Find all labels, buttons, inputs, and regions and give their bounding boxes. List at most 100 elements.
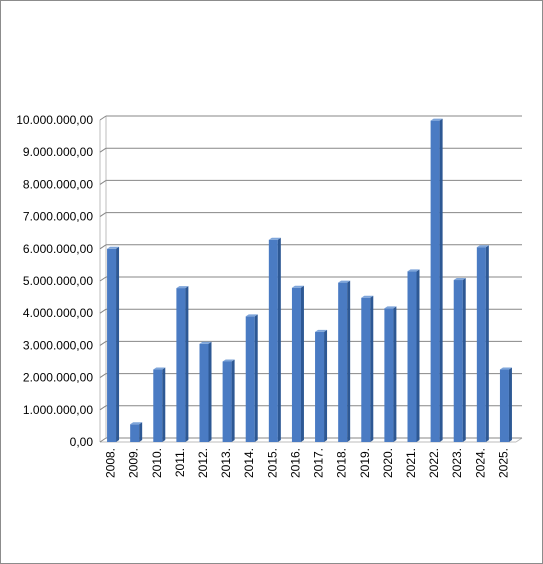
bar-front (430, 120, 440, 443)
bar-top (315, 329, 328, 332)
y-tick-label: 2.000.000,00 (23, 371, 93, 385)
bar-side (324, 329, 328, 442)
bar-front (361, 297, 371, 442)
bar-front (176, 288, 186, 442)
y-tick-label: 1.000.000,00 (23, 403, 93, 417)
x-tick-label: 2014. (242, 448, 256, 478)
bar-front (407, 271, 417, 442)
bar (361, 295, 374, 442)
bar (130, 422, 143, 442)
y-tick-label: 6.000.000,00 (23, 242, 93, 256)
y-tick-label: 10.000.000,00 (16, 113, 93, 127)
gridline-depth (99, 308, 107, 314)
x-tick-label: 2024. (473, 448, 487, 478)
bar-front (476, 247, 486, 442)
bar-top (153, 367, 166, 370)
bar (315, 329, 328, 442)
gridline-depth (99, 276, 107, 282)
x-tick-label: 2016. (288, 448, 302, 478)
x-tick-label: 2008. (104, 448, 118, 478)
bar-side (208, 341, 212, 442)
bar-top (245, 314, 258, 317)
bar-top (222, 359, 235, 362)
bar-top (499, 367, 512, 370)
floor-right-edge (515, 437, 523, 443)
gridline-depth (99, 244, 107, 250)
bar-side (254, 314, 258, 442)
x-tick-label: 2012. (196, 448, 210, 478)
bar (384, 306, 397, 442)
y-axis-tick-labels: 0,00 1.000.000,00 2.000.000,00 3.000.000,00… (16, 113, 93, 449)
bar-top (453, 278, 466, 281)
bar-top (176, 286, 189, 289)
gridlines (99, 115, 522, 443)
bar-front (453, 280, 463, 442)
gridline-depth (99, 405, 107, 411)
gridline-depth (99, 179, 107, 185)
bar-side (370, 295, 374, 442)
bar-side (393, 306, 397, 442)
y-tick-label: 8.000.000,00 (23, 177, 93, 191)
bar-front (499, 369, 509, 442)
bar-top (291, 285, 304, 288)
bar-front (130, 424, 140, 442)
bar-top (384, 306, 397, 309)
x-tick-label: 2019. (358, 448, 372, 478)
gridline-depth (99, 437, 107, 443)
bar (199, 341, 212, 442)
x-tick-label: 2017. (312, 448, 326, 478)
bar (245, 314, 258, 442)
bar-side (485, 245, 489, 442)
x-tick-label: 2011. (173, 448, 187, 477)
bar-top (130, 422, 143, 425)
gridline-depth (99, 147, 107, 153)
bar-side (231, 359, 235, 442)
bar (338, 280, 351, 442)
gridline-depth (99, 340, 107, 346)
bar-front (107, 248, 117, 442)
x-tick-label: 2015. (265, 448, 279, 478)
bar-side (462, 278, 466, 442)
bar-side (162, 367, 166, 442)
bar (430, 118, 443, 443)
x-tick-label: 2023. (450, 448, 464, 478)
bar (476, 245, 489, 442)
bar-top (107, 246, 120, 249)
bar-front (384, 308, 394, 442)
bar-front (291, 287, 301, 442)
bar-top (407, 269, 420, 272)
x-tick-label: 2009. (127, 448, 141, 478)
bar-side (347, 280, 351, 442)
gridline-depth (99, 373, 107, 379)
bar-side (139, 422, 143, 442)
bar-top (430, 118, 443, 121)
y-tick-label: 5.000.000,00 (23, 274, 93, 288)
bar-front (315, 331, 325, 442)
bar (153, 367, 166, 442)
x-tick-label: 2018. (335, 448, 349, 478)
gridline-depth (99, 115, 107, 121)
y-tick-label: 0,00 (70, 435, 94, 449)
bar-front (268, 239, 278, 442)
x-tick-label: 2025. (496, 448, 510, 478)
bar-top (268, 237, 281, 240)
x-tick-label: 2021. (404, 448, 418, 478)
x-tick-label: 2013. (219, 448, 233, 478)
bar-side (416, 269, 420, 442)
bar-side (277, 237, 281, 442)
bars (107, 118, 512, 443)
bar-top (361, 295, 374, 298)
bar (107, 246, 120, 442)
x-axis-tick-labels: 2008. 2009. 2010. 2011. 2012. 2013. 2014. 2015.… (104, 448, 511, 478)
bar-side (300, 285, 304, 442)
bar (291, 285, 304, 442)
bar-top (199, 341, 212, 344)
bar-front (199, 343, 209, 442)
y-tick-label: 7.000.000,00 (23, 210, 93, 224)
bar-top (476, 245, 489, 248)
bar (222, 359, 235, 442)
gridline-depth (99, 212, 107, 218)
bar (268, 237, 281, 442)
